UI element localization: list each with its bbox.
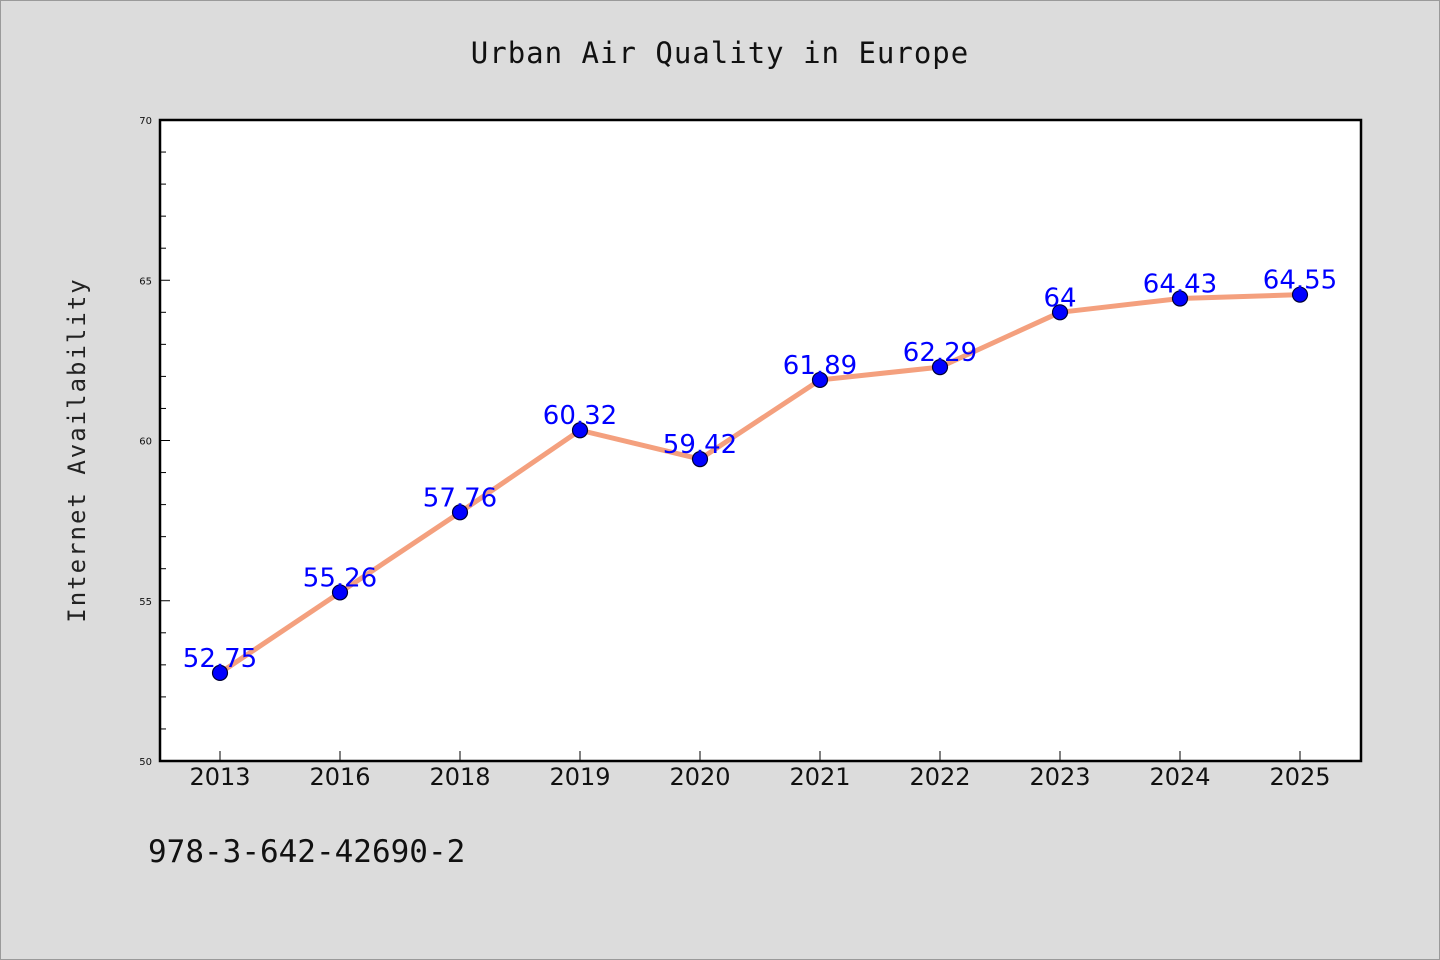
data-label: 59.42 <box>663 430 737 460</box>
plot-border <box>158 118 1363 763</box>
x-tick-label: 2013 <box>189 763 250 791</box>
data-label: 52.75 <box>183 644 257 674</box>
y-axis-label: Internet Availability <box>63 277 91 622</box>
data-label: 62.29 <box>903 338 977 368</box>
plot-area <box>160 120 1361 761</box>
data-label: 64.55 <box>1263 266 1337 296</box>
footer-code: 978-3-642-42690-2 <box>148 834 466 870</box>
data-label: 57.76 <box>423 483 497 513</box>
y-tick-label: 65 <box>139 276 152 287</box>
x-tick-label: 2021 <box>789 763 850 791</box>
data-label: 60.32 <box>543 401 617 431</box>
data-point-marker <box>811 371 829 389</box>
data-point-marker <box>1051 304 1069 321</box>
series-line-group: 52.75 55.26 57.76 60.32 59.42 61.89 62.29 64 64.… <box>183 266 1337 681</box>
data-point-marker <box>691 450 709 468</box>
y-tick-label: 70 <box>139 116 152 127</box>
data-point-marker <box>451 504 469 521</box>
x-tick-label: 2024 <box>1149 763 1210 791</box>
y-tick-label: 60 <box>139 437 152 448</box>
data-label: 64.43 <box>1143 270 1217 300</box>
x-tick-label: 2018 <box>429 763 490 791</box>
y-tick-label: 50 <box>139 757 152 768</box>
x-tick-label: 2016 <box>309 763 370 791</box>
y-tick-label: 55 <box>139 597 152 608</box>
data-label: 55.26 <box>303 563 377 593</box>
x-tick-label: 2022 <box>909 763 970 791</box>
x-tick-label: 2020 <box>669 763 730 791</box>
x-axis-ticks: 2013 2016 2018 2019 2020 2021 2022 2023 2024 2025 <box>189 751 1331 791</box>
data-label: 61.89 <box>783 351 857 381</box>
data-point-marker <box>1171 290 1189 307</box>
series-line <box>217 292 1303 676</box>
chart-title: Urban Air Quality in Europe <box>471 36 969 70</box>
x-tick-label: 2025 <box>1269 763 1330 791</box>
data-point-marker <box>571 422 589 439</box>
data-point-marker <box>1291 286 1309 303</box>
data-point-marker <box>331 584 349 601</box>
x-tick-label: 2019 <box>549 763 610 791</box>
data-point-marker <box>931 359 949 376</box>
data-label: 64 <box>1043 283 1076 313</box>
data-point-marker <box>211 664 229 681</box>
x-tick-label: 2023 <box>1029 763 1090 791</box>
